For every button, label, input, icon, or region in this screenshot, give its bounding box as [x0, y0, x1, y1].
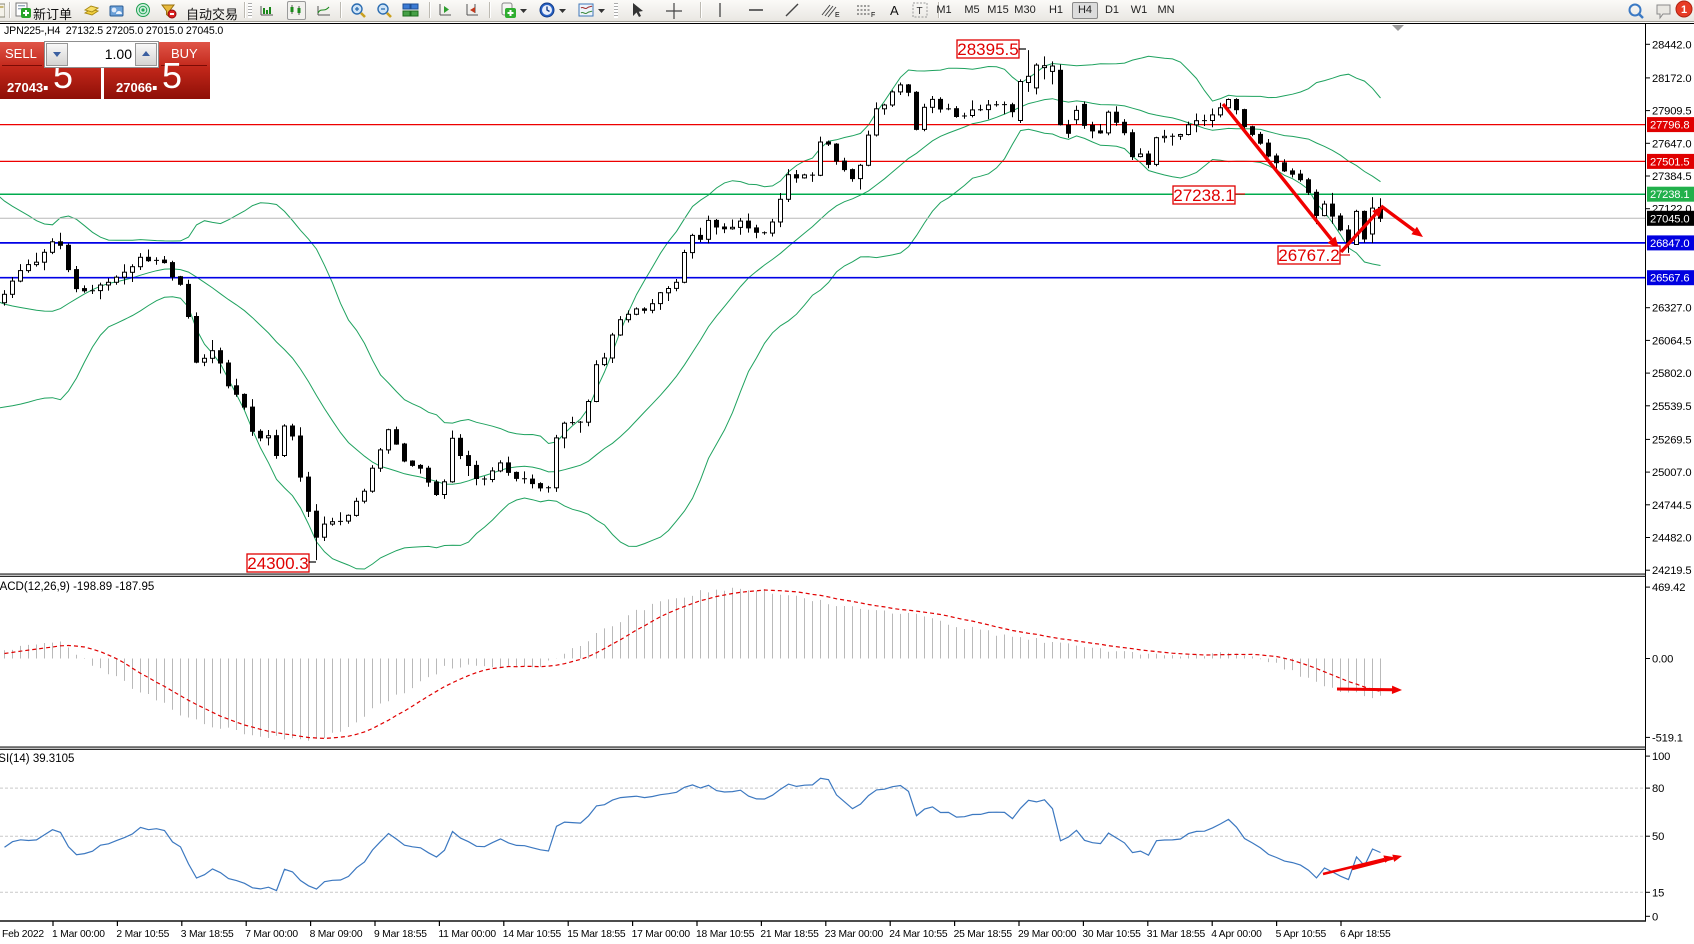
- svg-text:26064.5: 26064.5: [1652, 335, 1691, 347]
- svg-text:1 Mar 00:00: 1 Mar 00:00: [52, 929, 105, 940]
- svg-text:27647.0: 27647.0: [1652, 138, 1691, 150]
- svg-text:27238.1: 27238.1: [1173, 186, 1234, 205]
- svg-text:5 Apr 10:55: 5 Apr 10:55: [1276, 929, 1327, 940]
- svg-text:28442.0: 28442.0: [1652, 39, 1691, 51]
- svg-text:4 Apr 00:00: 4 Apr 00:00: [1211, 929, 1262, 940]
- svg-text:25 Mar 18:55: 25 Mar 18:55: [954, 929, 1013, 940]
- svg-text:21 Mar 18:55: 21 Mar 18:55: [760, 929, 819, 940]
- svg-text:28172.0: 28172.0: [1652, 73, 1691, 85]
- svg-text:2 Mar 10:55: 2 Mar 10:55: [116, 929, 169, 940]
- svg-text:9 Mar 18:55: 9 Mar 18:55: [374, 929, 427, 940]
- svg-text:15 Mar 18:55: 15 Mar 18:55: [567, 929, 626, 940]
- svg-text:100: 100: [1652, 751, 1670, 763]
- svg-text:7 Mar 00:00: 7 Mar 00:00: [245, 929, 298, 940]
- svg-text:27909.5: 27909.5: [1652, 106, 1691, 118]
- svg-text:27238.1: 27238.1: [1650, 189, 1689, 201]
- svg-text:17 Mar 00:00: 17 Mar 00:00: [632, 929, 691, 940]
- svg-text:26327.0: 26327.0: [1652, 303, 1691, 315]
- svg-text:23 Mar 00:00: 23 Mar 00:00: [825, 929, 884, 940]
- svg-text:24744.5: 24744.5: [1652, 500, 1691, 512]
- svg-text:25007.0: 25007.0: [1652, 467, 1691, 479]
- svg-text:50: 50: [1652, 831, 1664, 843]
- svg-text:11 Mar 00:00: 11 Mar 00:00: [438, 929, 496, 940]
- svg-text:27796.8: 27796.8: [1650, 120, 1689, 132]
- svg-text:27501.5: 27501.5: [1650, 156, 1689, 168]
- svg-text:6 Apr 18:55: 6 Apr 18:55: [1340, 929, 1391, 940]
- svg-text:24300.3: 24300.3: [247, 554, 308, 573]
- svg-text:18 Mar 10:55: 18 Mar 10:55: [696, 929, 755, 940]
- svg-text:24482.0: 24482.0: [1652, 533, 1691, 545]
- svg-text:24 Mar 10:55: 24 Mar 10:55: [889, 929, 948, 940]
- svg-text:25802.0: 25802.0: [1652, 368, 1691, 380]
- svg-text:MACD(12,26,9) -198.89 -187.95: MACD(12,26,9) -198.89 -187.95: [0, 581, 154, 593]
- svg-text:15: 15: [1652, 887, 1664, 899]
- svg-text:JPN225-,H4 27132.5 27205.0 27: JPN225-,H4 27132.5 27205.0 27015.0 27045…: [4, 25, 223, 37]
- svg-text:31 Mar 18:55: 31 Mar 18:55: [1147, 929, 1206, 940]
- svg-text:27384.5: 27384.5: [1652, 171, 1691, 183]
- svg-text:0: 0: [1652, 911, 1658, 923]
- svg-text:80: 80: [1652, 783, 1664, 795]
- svg-text:28395.5: 28395.5: [957, 40, 1018, 59]
- svg-text:8 Mar 09:00: 8 Mar 09:00: [310, 929, 363, 940]
- svg-text:25269.5: 25269.5: [1652, 434, 1691, 446]
- svg-text:Feb 2022: Feb 2022: [2, 929, 44, 940]
- svg-text:29 Mar 00:00: 29 Mar 00:00: [1018, 929, 1077, 940]
- svg-text:26767.2: 26767.2: [1278, 246, 1339, 265]
- svg-text:0.00: 0.00: [1652, 654, 1673, 666]
- svg-text:-519.1: -519.1: [1652, 732, 1683, 744]
- svg-text:1: 1: [1681, 4, 1687, 16]
- svg-text:27045.0: 27045.0: [1650, 213, 1689, 225]
- svg-text:25539.5: 25539.5: [1652, 401, 1691, 413]
- svg-text:RSI(14) 39.3105: RSI(14) 39.3105: [0, 753, 74, 765]
- svg-text:26567.6: 26567.6: [1650, 273, 1689, 285]
- svg-text:26847.0: 26847.0: [1650, 238, 1689, 250]
- svg-text:T: T: [917, 6, 923, 17]
- svg-text:469.42: 469.42: [1652, 582, 1685, 594]
- svg-text:F: F: [871, 12, 875, 19]
- svg-text:3 Mar 18:55: 3 Mar 18:55: [181, 929, 234, 940]
- svg-text:30 Mar 10:55: 30 Mar 10:55: [1082, 929, 1141, 940]
- svg-text:24219.5: 24219.5: [1652, 565, 1691, 577]
- svg-text:E: E: [835, 12, 840, 19]
- svg-text:14 Mar 10:55: 14 Mar 10:55: [503, 929, 562, 940]
